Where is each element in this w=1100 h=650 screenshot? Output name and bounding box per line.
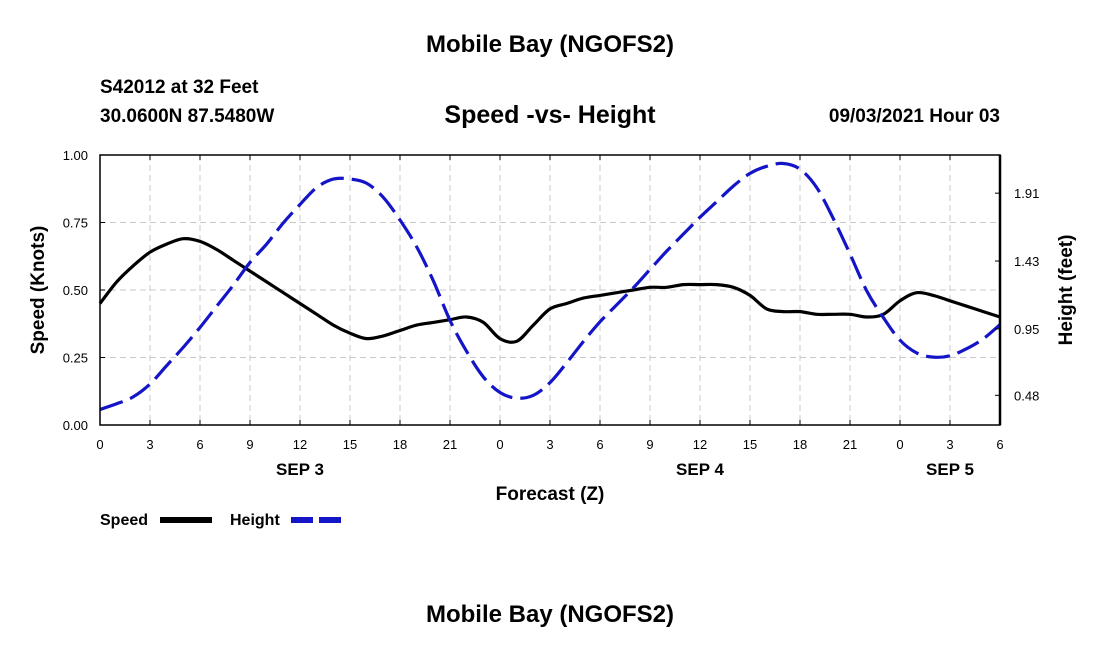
x-tick-label: 21	[843, 437, 857, 452]
grid	[100, 155, 1000, 425]
x-tick-label: 3	[146, 437, 153, 452]
x-tick-label: 0	[96, 437, 103, 452]
day-label: SEP 3	[276, 460, 324, 479]
series-line-speed	[98, 237, 1001, 344]
x-tick-label: 3	[546, 437, 553, 452]
y-tick-label-left: 0.50	[63, 283, 88, 298]
y-axis-label-right: Height (feet)	[1056, 235, 1077, 346]
chart-title: Mobile Bay (NGOFS2)	[425, 31, 675, 58]
x-tick-label: 21	[443, 437, 457, 452]
y-tick-label-right: 1.91	[1014, 186, 1039, 201]
x-tick-label: 0	[896, 437, 903, 452]
y-tick-label-right: 0.95	[1014, 322, 1039, 337]
x-tick-label: 6	[196, 437, 203, 452]
day-label: SEP 5	[926, 460, 974, 479]
x-tick-label: 9	[246, 437, 253, 452]
x-tick-label: 0	[496, 437, 503, 452]
x-tick-label: 18	[393, 437, 407, 452]
y-tick-label-right: 1.43	[1014, 254, 1039, 269]
series-layer	[98, 161, 1002, 411]
y-tick-label-right: 0.48	[1014, 388, 1039, 403]
day-label: SEP 4	[676, 460, 724, 479]
x-axis-label: Forecast (Z)	[496, 484, 605, 505]
y-tick-label-left: 0.75	[63, 216, 88, 231]
legend-label-height: Height	[230, 512, 280, 529]
legend-label-speed: Speed	[100, 512, 148, 529]
x-tick-label: 12	[293, 437, 307, 452]
series-line-height	[99, 161, 1002, 411]
chart-subtitle: Speed -vs- Height	[444, 101, 656, 129]
x-tick-label: 15	[743, 437, 757, 452]
station-label: S42012 at 32 Feet	[100, 77, 259, 98]
y-tick-label-left: 0.25	[63, 351, 88, 366]
y-tick-label-left: 1.00	[63, 148, 88, 163]
coordinates-label: 30.0600N 87.5480W	[100, 106, 275, 127]
x-tick-label: 9	[646, 437, 653, 452]
ticks-layer: 0 3 6 9 12 15 18 21 0 3 6 9 12 15 18 21 0 3 6 0.00 0.25 0.50 0…	[63, 148, 1040, 479]
x-tick-label: 12	[693, 437, 707, 452]
x-tick-label: 18	[793, 437, 807, 452]
x-tick-label: 3	[946, 437, 953, 452]
x-tick-label: 15	[343, 437, 357, 452]
x-tick-label: 6	[596, 437, 603, 452]
y-axis-label-left: Speed (Knots)	[28, 226, 49, 355]
footer-title: Mobile Bay (NGOFS2)	[425, 601, 675, 628]
x-tick-label: 6	[996, 437, 1003, 452]
forecast-datetime: 09/03/2021 Hour 03	[828, 106, 1000, 127]
legend: Speed Height	[100, 512, 343, 529]
y-tick-label-left: 0.00	[63, 418, 88, 433]
